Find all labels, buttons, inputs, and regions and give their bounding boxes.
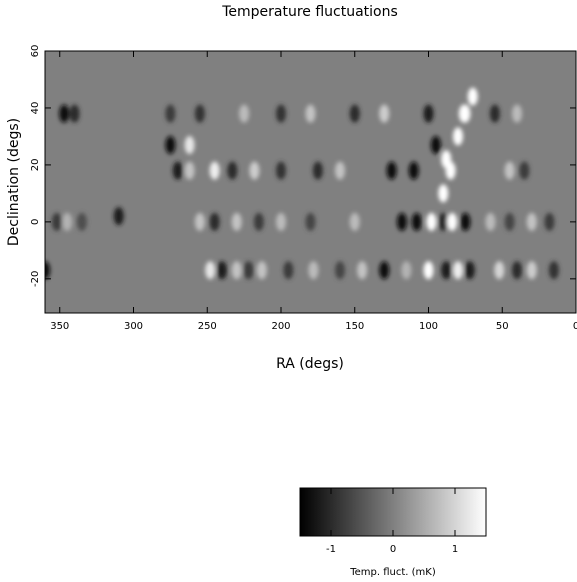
blob: [441, 150, 452, 169]
blob: [453, 127, 463, 146]
blob: [209, 161, 220, 180]
blob: [59, 104, 70, 123]
blob: [401, 261, 412, 280]
blob: [544, 212, 555, 231]
blob: [217, 261, 227, 280]
colorbar-tick-label: 0: [390, 544, 396, 555]
blob: [489, 104, 500, 123]
blob: [430, 135, 441, 154]
blob: [239, 104, 250, 123]
blob: [512, 104, 522, 123]
blob: [349, 104, 360, 123]
colorbar: [299, 487, 487, 537]
x-tick-label: 250: [198, 321, 217, 332]
blob: [335, 261, 345, 280]
x-tick-label: 100: [419, 321, 438, 332]
plot-frame: [44, 50, 577, 314]
blob: [504, 212, 515, 231]
blob: [165, 104, 176, 123]
colorbar-label: Temp. fluct. (mK): [349, 567, 436, 578]
blob: [253, 212, 264, 231]
blob: [453, 261, 463, 280]
blob: [438, 184, 449, 203]
y-tick-label: 0: [30, 219, 41, 225]
blob: [447, 212, 458, 231]
y-tick-label: -20: [30, 271, 41, 287]
x-tick-label: 300: [124, 321, 143, 332]
blob: [165, 135, 176, 154]
blob: [305, 104, 316, 123]
blob: [76, 212, 87, 231]
y-tick-label: 20: [30, 159, 41, 172]
chart-title: Temperature fluctuations: [221, 4, 398, 20]
blob: [205, 261, 216, 280]
blob: [441, 261, 452, 280]
blob: [305, 212, 316, 231]
blob: [504, 161, 515, 180]
blob: [548, 261, 559, 280]
y-axis-label: Declination (degs): [6, 118, 22, 246]
x-tick-label: 200: [271, 321, 290, 332]
blob: [283, 261, 294, 280]
blob: [458, 104, 469, 123]
x-tick-label: 350: [50, 321, 69, 332]
x-tick-label: 50: [496, 321, 509, 332]
blob: [526, 212, 537, 231]
colorbar-tick-label: -1: [326, 544, 336, 555]
blob: [464, 261, 475, 280]
x-axis-label: RA (degs): [276, 356, 344, 372]
blob: [512, 261, 522, 280]
blob: [62, 212, 73, 231]
blob: [249, 161, 260, 180]
blob: [231, 212, 242, 231]
blob: [526, 261, 537, 280]
heatmap: [45, 87, 559, 280]
blob: [485, 212, 496, 231]
blob: [460, 212, 471, 231]
x-tick-label: 0: [573, 321, 577, 332]
blob: [426, 212, 437, 231]
blob: [519, 161, 530, 180]
y-tick-label: 40: [30, 102, 41, 115]
blob: [386, 161, 397, 180]
blob: [172, 161, 183, 180]
blob: [276, 212, 286, 231]
blob: [194, 212, 205, 231]
blob: [113, 207, 124, 226]
blob: [379, 261, 390, 280]
blob: [411, 212, 422, 231]
blob: [308, 261, 319, 280]
blob: [494, 261, 505, 280]
blob: [45, 261, 50, 280]
blob: [256, 261, 267, 280]
blob: [438, 212, 449, 231]
x-tick-label: 150: [345, 321, 364, 332]
colorbar-tick-label: 1: [452, 544, 458, 555]
blob: [357, 261, 368, 280]
blob: [349, 212, 360, 231]
blob: [423, 104, 434, 123]
blob: [227, 161, 238, 180]
blob: [276, 104, 286, 123]
y-tick-label: 60: [30, 45, 41, 58]
blob: [194, 104, 205, 123]
blob: [276, 161, 286, 180]
blob: [51, 212, 62, 231]
blob: [467, 87, 478, 106]
blob: [243, 261, 254, 280]
blob: [312, 161, 323, 180]
blob: [396, 212, 407, 231]
blob: [335, 161, 345, 180]
blob: [408, 161, 419, 180]
blob: [184, 161, 195, 180]
blob: [184, 135, 195, 154]
blob: [423, 261, 434, 280]
blob: [69, 104, 80, 123]
blob: [379, 104, 390, 123]
blob: [209, 212, 220, 231]
blob: [231, 261, 242, 280]
